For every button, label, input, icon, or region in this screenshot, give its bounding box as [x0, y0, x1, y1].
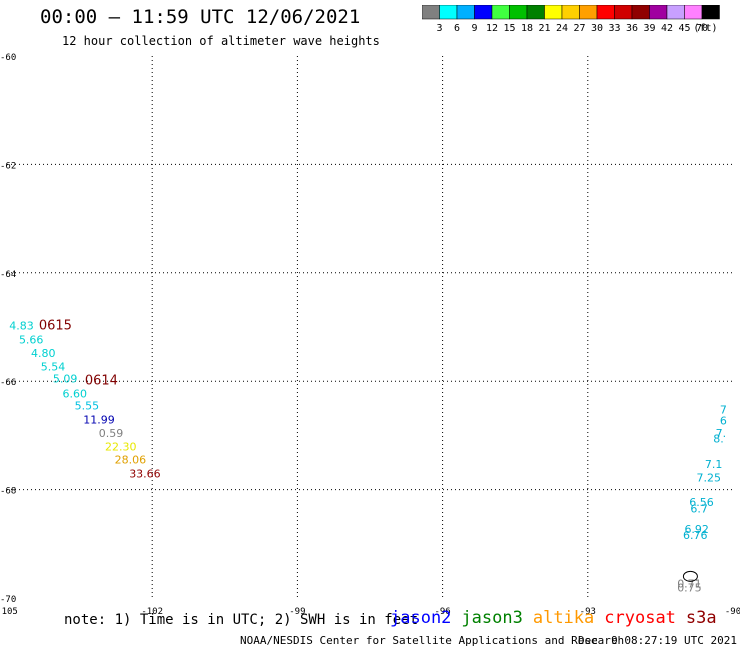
x-tick-label: -96 — [434, 607, 450, 617]
y-tick-label: -68 — [0, 487, 16, 497]
wave-height-point: 7. — [716, 427, 727, 440]
color-scale-label: 3 — [436, 23, 442, 34]
wave-height-point: 5.55 — [75, 399, 100, 412]
y-tick-label: -66 — [0, 378, 16, 388]
wave-height-point: 0.71 — [677, 578, 702, 591]
wave-height-point: 0.59 — [99, 427, 124, 440]
color-scale-label: 33 — [608, 23, 620, 34]
wave-height-point: 22.30 — [105, 441, 137, 454]
wave-height-point: 7.25 — [697, 471, 722, 484]
color-scale-label: 30 — [591, 23, 603, 34]
color-scale-label: 42 — [661, 23, 673, 34]
x-tick-label: -99 — [289, 607, 305, 617]
time-label: 0615 — [39, 319, 72, 334]
color-scale-label: 12 — [486, 23, 498, 34]
wave-height-point: 6.56 — [689, 496, 714, 509]
color-scale-label: 15 — [503, 23, 515, 34]
color-scale-label: 39 — [643, 23, 655, 34]
wave-height-point: 4.80 — [31, 347, 56, 360]
wave-height-point: 0.75 — [677, 581, 702, 594]
wave-height-point: 11.99 — [83, 413, 115, 426]
footer-timestamp: Dec 9 08:27:19 UTC 2021 — [578, 634, 737, 647]
footer-credit: NOAA/NESDIS Center for Satellite Applica… — [240, 634, 625, 647]
color-scale-label: 27 — [573, 23, 585, 34]
satellite-legend-item: s3a — [685, 608, 717, 628]
color-scale-unit: (ft) — [693, 23, 717, 34]
color-scale-label: 36 — [626, 23, 638, 34]
satellite-legend: jason2 jason3 altika cryosat s3a — [390, 608, 727, 628]
satellite-legend-item: jason2 — [390, 608, 452, 628]
x-tick-label: -105 — [0, 607, 18, 617]
wave-height-point: 6.76 — [683, 529, 708, 542]
satellite-legend-item: jason3 — [461, 608, 523, 628]
y-tick-label: -62 — [0, 161, 16, 171]
wave-height-point: 8. — [713, 432, 724, 445]
wave-height-point: 5.66 — [19, 333, 44, 346]
wave-height-point: 6.60 — [63, 387, 88, 400]
color-scale-label: 6 — [454, 23, 460, 34]
color-scale-label: 9 — [471, 23, 477, 34]
x-tick-label: -93 — [580, 607, 596, 617]
wave-height-point: 7 — [720, 404, 727, 417]
wave-height-point: 33.66 — [129, 468, 161, 481]
y-tick-label: -64 — [0, 270, 16, 280]
color-scale-label: 45 — [678, 23, 690, 34]
color-scale-label: 21 — [538, 23, 550, 34]
satellite-legend-item: cryosat — [604, 608, 676, 628]
x-tick-label: -102 — [141, 607, 163, 617]
wave-height-point: 4.83 — [9, 320, 34, 333]
color-scale-label: 24 — [556, 23, 568, 34]
color-swatch — [701, 5, 720, 20]
wave-height-point: 28.06 — [115, 454, 147, 467]
color-scale-legend: 3 6 9 12 15 18 21 24 27 30 33 36 39 42 45 70(ft) — [422, 5, 720, 34]
color-scale-label: 70 — [696, 23, 708, 34]
color-scale-label: 18 — [521, 23, 533, 34]
wave-height-point: 7.1 — [705, 458, 723, 471]
wave-height-point: 6.7 — [690, 502, 708, 515]
wave-height-point: 6 — [720, 415, 727, 428]
satellite-legend-item: altika — [532, 608, 595, 628]
note-text: note: 1) Time is in UTC; 2) SWH is in fe… — [64, 612, 419, 628]
x-tick-label: -90 — [725, 607, 740, 617]
wave-height-point: 6.92 — [684, 523, 709, 536]
chart-subtitle: 12 hour collection of altimeter wave hei… — [62, 34, 380, 48]
wave-height-point: 5.54 — [41, 360, 66, 373]
chart-title: 00:00 – 11:59 UTC 12/06/2021 — [40, 6, 361, 28]
time-label: 0614 — [85, 373, 118, 388]
wave-height-point: 5.09 — [53, 372, 78, 385]
y-tick-label: -70 — [0, 595, 16, 605]
track-loop-marker — [682, 570, 698, 582]
y-tick-label: -60 — [0, 53, 16, 63]
